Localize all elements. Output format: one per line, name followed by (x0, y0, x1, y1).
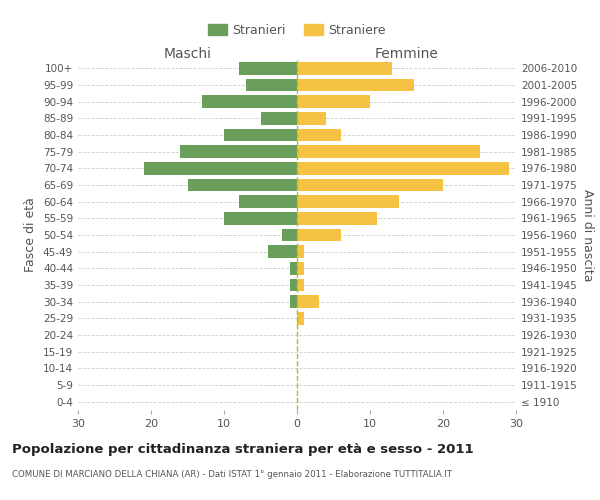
Bar (297, 196, 399, 208)
Bar (260, 112, 297, 124)
Text: COMUNE DI MARCIANO DELLA CHIANA (AR) - Dati ISTAT 1° gennaio 2011 - Elaborazione: COMUNE DI MARCIANO DELLA CHIANA (AR) - D… (12, 470, 452, 479)
Bar (297, 96, 370, 108)
Bar (297, 78, 414, 91)
Bar (297, 312, 304, 324)
Bar (297, 246, 304, 258)
Text: Maschi: Maschi (163, 47, 212, 61)
Bar (297, 146, 479, 158)
Bar (297, 262, 304, 274)
Bar (224, 212, 297, 224)
Bar (144, 162, 297, 174)
Text: Popolazione per cittadinanza straniera per età e sesso - 2011: Popolazione per cittadinanza straniera p… (12, 442, 473, 456)
Bar (246, 78, 297, 91)
Bar (202, 96, 297, 108)
Bar (297, 178, 443, 191)
Bar (239, 196, 297, 208)
Y-axis label: Anni di nascita: Anni di nascita (581, 188, 594, 281)
Bar (297, 212, 377, 224)
Y-axis label: Fasce di età: Fasce di età (25, 198, 37, 272)
Bar (297, 296, 319, 308)
Bar (180, 146, 297, 158)
Bar (290, 296, 297, 308)
Bar (224, 128, 297, 141)
Bar (290, 278, 297, 291)
Bar (297, 278, 304, 291)
Bar (297, 112, 326, 124)
Bar (268, 246, 297, 258)
Bar (187, 178, 297, 191)
Bar (297, 162, 509, 174)
Bar (290, 262, 297, 274)
Text: Femmine: Femmine (374, 47, 439, 61)
Bar (239, 62, 297, 74)
Bar (283, 228, 297, 241)
Legend: Stranieri, Straniere: Stranieri, Straniere (202, 17, 392, 43)
Bar (297, 62, 392, 74)
Bar (297, 228, 341, 241)
Bar (297, 128, 341, 141)
